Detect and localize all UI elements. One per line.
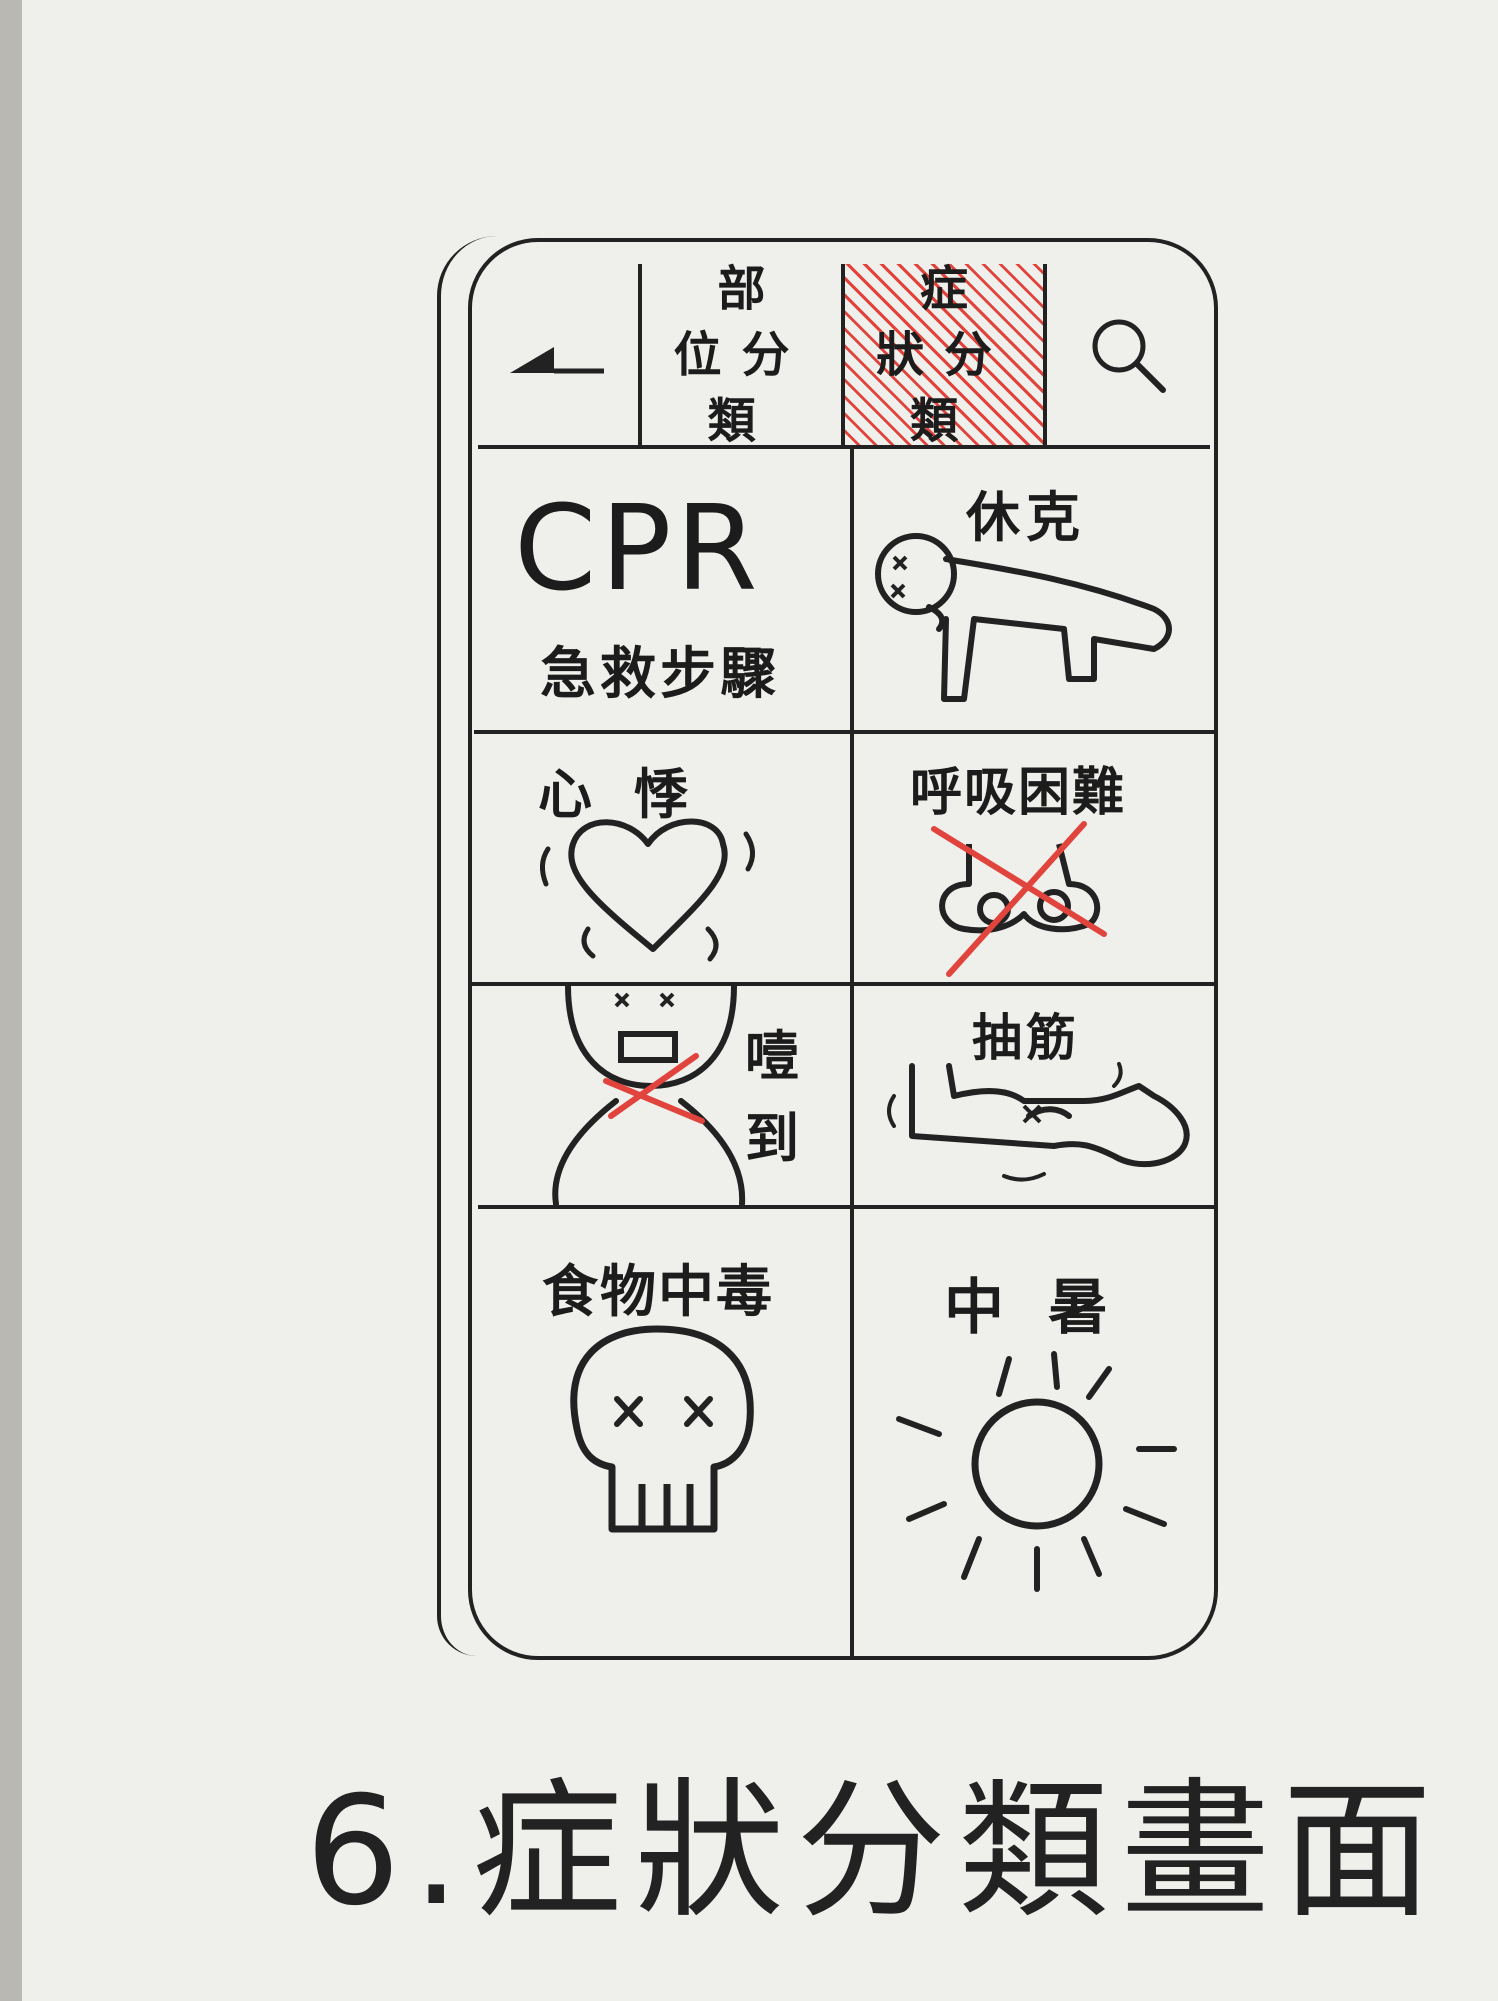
cramping-arm-icon <box>887 1062 1190 1182</box>
row-divider-3 <box>478 1205 1218 1209</box>
food-poisoning-label: 食物中毒 <box>542 1260 774 1325</box>
collapsed-person-icon <box>875 533 1172 702</box>
tile-cramp[interactable]: 抽筋 <box>854 986 1218 1204</box>
row-divider-2 <box>472 982 1216 986</box>
trembling-heart-icon <box>540 818 755 962</box>
row-divider-1 <box>474 730 1214 734</box>
tile-food-poisoning[interactable]: 食物中毒 <box>482 1209 850 1657</box>
cpr-title: CPR <box>514 479 762 617</box>
tab-symptom-category[interactable]: 症狀分類 <box>845 261 1047 449</box>
tab-part-category-label: 部位分類 <box>673 261 810 449</box>
search-button[interactable] <box>1047 264 1208 446</box>
choking-label: 噎到 <box>745 1025 799 1170</box>
back-arrow-icon <box>510 347 604 374</box>
heatstroke-label: 中暑 <box>944 1273 1152 1343</box>
column-divider <box>850 447 854 1657</box>
cpr-subtitle: 急救步驟 <box>540 642 780 707</box>
tile-breathing-difficulty[interactable]: 呼吸困難 <box>854 734 1216 981</box>
cramp-label: 抽筋 <box>972 1009 1080 1067</box>
tile-shock[interactable]: 休克 <box>854 449 1214 729</box>
tile-choking[interactable]: 噎到 <box>476 983 850 1207</box>
crossed-nose-icon <box>931 821 1107 977</box>
sun-icon <box>896 1351 1177 1592</box>
category-tab-bar: 部位分類 症狀分類 <box>480 261 1208 449</box>
tab-symptom-category-label: 症狀分類 <box>875 261 1012 449</box>
skull-icon <box>570 1325 754 1533</box>
page-caption: 6.症狀分類畫面 <box>305 1765 1445 1939</box>
tabbar-divider <box>478 445 1210 449</box>
search-icon <box>1092 319 1166 393</box>
tile-palpitation[interactable]: 心悸 <box>478 734 850 981</box>
palpitation-label: 心悸 <box>538 763 730 826</box>
tile-cpr[interactable]: CPR 急救步驟 <box>480 449 850 729</box>
tab-part-category[interactable]: 部位分類 <box>642 261 845 449</box>
phone-frame <box>468 238 1218 1660</box>
paper-sheet <box>22 0 1498 2001</box>
back-button[interactable] <box>480 264 642 446</box>
choking-person-icon <box>552 983 746 1207</box>
phone-outline-sketch <box>437 236 531 1656</box>
shock-label: 休克 <box>966 486 1086 549</box>
breathing-label: 呼吸困難 <box>910 763 1127 823</box>
tile-heatstroke[interactable]: 中暑 <box>854 1209 1218 1657</box>
